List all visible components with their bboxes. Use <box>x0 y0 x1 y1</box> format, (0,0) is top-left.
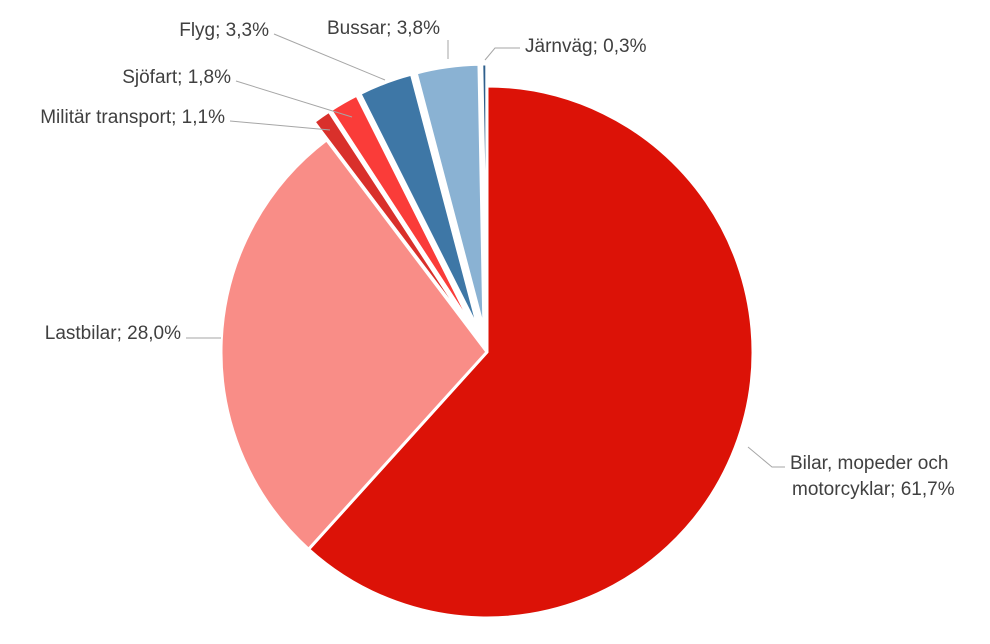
leader-line <box>235 80 353 118</box>
pie-slice <box>307 84 755 620</box>
leader-line <box>484 47 520 61</box>
pie-slice <box>219 138 489 551</box>
leader-line <box>229 120 331 131</box>
pie-slice <box>480 62 489 332</box>
leader-line <box>747 446 785 468</box>
data-label: Lastbilar; 28,0% <box>45 323 181 344</box>
data-label: Bussar; 3,8% <box>327 18 440 39</box>
data-label: Sjöfart; 1,8% <box>122 67 231 88</box>
leader-line <box>273 33 386 81</box>
leader-lines <box>186 33 785 468</box>
data-label: Bilar, mopeder och <box>790 453 948 474</box>
data-label: Flyg; 3,3% <box>179 20 269 41</box>
pie-slice <box>358 72 481 333</box>
data-label: motorcyklar; 61,7% <box>792 479 955 500</box>
data-label: Militär transport; 1,1% <box>40 107 225 128</box>
pie-slices <box>219 62 755 620</box>
pie-slice <box>414 62 486 332</box>
pie-slice <box>312 109 476 336</box>
data-label: Järnväg; 0,3% <box>525 36 647 57</box>
data-labels: Bilar, mopeder och motorcyklar; 61,7% Last… <box>40 18 955 500</box>
